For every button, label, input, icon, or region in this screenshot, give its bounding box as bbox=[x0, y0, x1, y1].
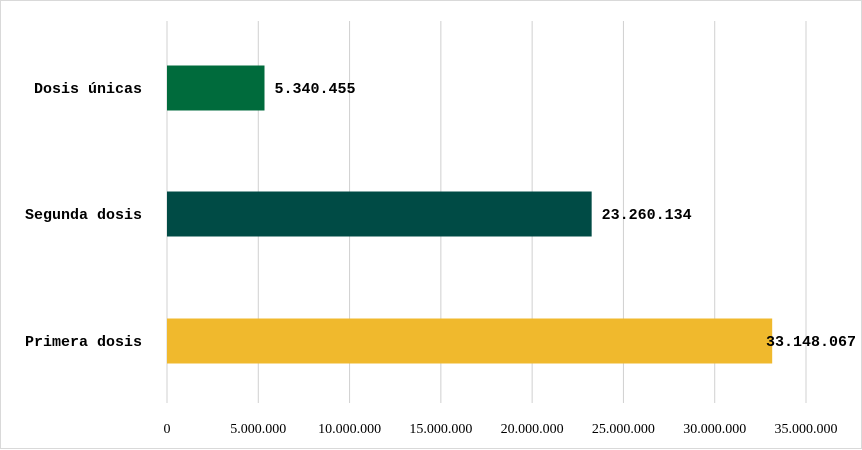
x-tick-label: 0 bbox=[164, 422, 171, 437]
x-tick-label: 15.000.000 bbox=[409, 422, 472, 437]
x-tick-label: 35.000.000 bbox=[775, 422, 838, 437]
category-label: Primera dosis bbox=[25, 334, 142, 351]
data-label: 23.260.134 bbox=[602, 207, 692, 224]
category-label: Segunda dosis bbox=[25, 207, 142, 224]
x-tick-label: 20.000.000 bbox=[501, 422, 564, 437]
x-tick-label: 10.000.000 bbox=[318, 422, 381, 437]
x-tick-label: 30.000.000 bbox=[683, 422, 746, 437]
data-label: 5.340.455 bbox=[275, 81, 356, 98]
bar bbox=[167, 65, 265, 111]
x-tick-label: 5.000.000 bbox=[230, 422, 286, 437]
bar bbox=[167, 191, 592, 237]
x-tick-label: 25.000.000 bbox=[592, 422, 655, 437]
category-label: Dosis únicas bbox=[34, 81, 142, 98]
data-label: 33.148.067 bbox=[766, 334, 856, 351]
bar bbox=[167, 318, 773, 364]
